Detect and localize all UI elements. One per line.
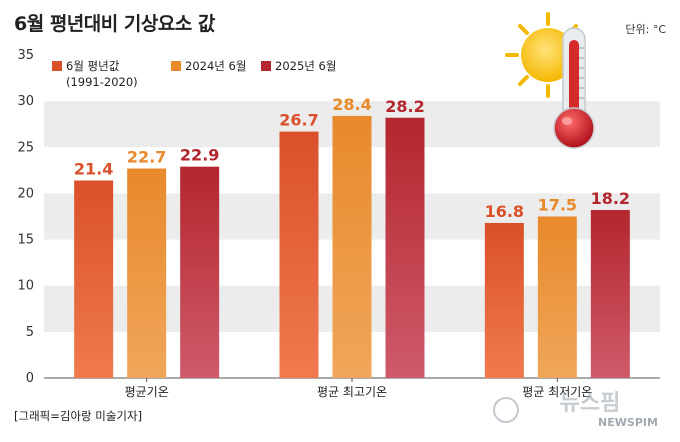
y-tick-label: 25 [17,140,34,155]
watermark-main: 뉴스핌 [560,391,621,416]
legend-swatch-normal [52,61,62,71]
bar [127,168,167,378]
watermark: 뉴스핌 NEWSPIM [493,391,658,429]
unit-label: 단위: °C [625,23,666,36]
bar-value-label: 22.9 [180,146,219,165]
bar [385,117,425,379]
legend-label-2025: 2025년 6월 [275,59,336,73]
x-axis: 평균기온 평균 최고기온 평균 최저기온 [125,378,592,399]
x-category-label: 평균 최고기온 [317,385,387,399]
y-tick-label: 15 [17,233,34,248]
y-tick-label: 30 [17,94,34,109]
bar-value-label: 18.2 [591,189,630,208]
y-axis-ticks: 0 5 10 15 20 25 30 35 [17,48,34,386]
bar [74,180,114,378]
bar-value-label: 17.5 [538,196,577,215]
legend-item-normal: 6월 평년값 (1991-2020) [52,59,138,89]
bar-value-label: 16.8 [485,202,524,221]
watermark-globe-icon [493,397,519,423]
x-category-label: 평균 최저기온 [522,385,592,399]
bar [332,115,372,378]
bar-value-label: 26.7 [279,111,318,130]
legend: 6월 평년값 (1991-2020) 2024년 6월 2025년 6월 [52,59,336,89]
y-tick-label: 10 [17,279,34,294]
legend-swatch-2025 [261,61,271,71]
legend-item-2024: 2024년 6월 [171,59,246,73]
bar [537,216,577,378]
bar-value-label: 22.7 [127,148,166,167]
credit-text: [그래픽=김아랑 미술기자] [14,409,142,423]
bar [279,131,319,378]
bar-value-label: 21.4 [74,160,113,179]
legend-label-2024: 2024년 6월 [185,59,246,73]
bar [180,166,220,378]
legend-label-normal: 6월 평년값 [66,59,120,73]
y-tick-label: 35 [17,48,34,63]
x-category-label: 평균기온 [125,385,169,399]
bars [74,115,630,379]
value-labels: 21.4 22.7 22.9 26.7 28.4 28.2 16.8 17.5 18.2 [74,95,630,221]
watermark-sub: NEWSPIM [598,416,658,429]
y-tick-label: 5 [26,325,34,340]
bar-value-label: 28.4 [332,95,371,114]
legend-swatch-2024 [171,61,181,71]
sun-thermometer-icon [505,12,595,149]
y-tick-label: 20 [17,186,34,201]
bar-value-label: 28.2 [385,97,424,116]
bar [484,222,524,378]
y-tick-label: 0 [26,371,34,386]
legend-item-2025: 2025년 6월 [261,59,336,73]
bar [590,210,630,378]
legend-sublabel-normal: (1991-2020) [66,75,138,89]
chart-title: 6월 평년대비 기상요소 값 [14,13,216,35]
